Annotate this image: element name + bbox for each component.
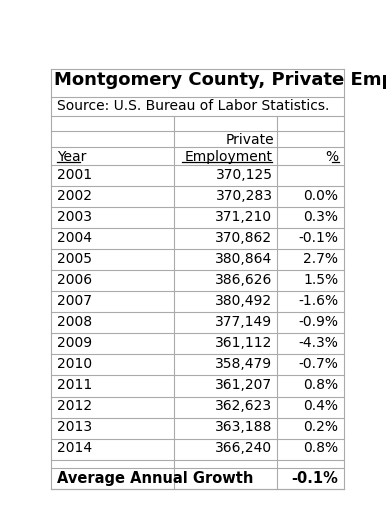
Text: 2002: 2002 [57,189,92,203]
Text: 363,188: 363,188 [215,421,273,434]
Text: 386,626: 386,626 [215,273,273,287]
Text: Average Annual Growth: Average Annual Growth [57,471,254,486]
Text: 0.8%: 0.8% [303,442,339,455]
Text: -0.7%: -0.7% [298,358,339,371]
Text: 380,864: 380,864 [215,252,273,266]
Text: 380,492: 380,492 [215,294,273,308]
Text: 2001: 2001 [57,168,92,182]
Text: 361,207: 361,207 [215,379,273,392]
Text: 0.2%: 0.2% [303,421,339,434]
Text: 2012: 2012 [57,400,92,413]
Text: 2008: 2008 [57,315,92,329]
Text: 377,149: 377,149 [215,315,273,329]
Text: -1.6%: -1.6% [298,294,339,308]
Text: 370,283: 370,283 [215,189,273,203]
Text: 366,240: 366,240 [215,442,273,455]
Text: 2013: 2013 [57,421,92,434]
Text: 361,112: 361,112 [215,337,273,350]
Text: 370,862: 370,862 [215,231,273,245]
Text: -0.1%: -0.1% [298,231,339,245]
Text: Year: Year [57,150,86,163]
Text: 2009: 2009 [57,337,92,350]
Text: 358,479: 358,479 [215,358,273,371]
Text: Montgomery County, Private Employment: Montgomery County, Private Employment [54,71,386,89]
Text: 2010: 2010 [57,358,92,371]
Text: 2007: 2007 [57,294,92,308]
Text: 2011: 2011 [57,379,93,392]
Text: Private: Private [225,133,274,148]
Text: 2004: 2004 [57,231,92,245]
Text: 2003: 2003 [57,210,92,224]
Text: 2014: 2014 [57,442,92,455]
Text: 1.5%: 1.5% [303,273,339,287]
Text: -0.1%: -0.1% [291,471,339,486]
Text: 2.7%: 2.7% [303,252,339,266]
Text: -0.9%: -0.9% [298,315,339,329]
Text: %: % [325,150,339,163]
Text: 2006: 2006 [57,273,92,287]
Text: 0.3%: 0.3% [303,210,339,224]
Text: Employment: Employment [185,150,273,163]
Text: 2005: 2005 [57,252,92,266]
Text: 0.4%: 0.4% [303,400,339,413]
Text: 0.8%: 0.8% [303,379,339,392]
Text: 371,210: 371,210 [215,210,273,224]
Text: 362,623: 362,623 [215,400,273,413]
Text: Source: U.S. Bureau of Labor Statistics.: Source: U.S. Bureau of Labor Statistics. [57,99,330,112]
Text: 0.0%: 0.0% [303,189,339,203]
Text: 370,125: 370,125 [215,168,273,182]
Text: -4.3%: -4.3% [298,337,339,350]
